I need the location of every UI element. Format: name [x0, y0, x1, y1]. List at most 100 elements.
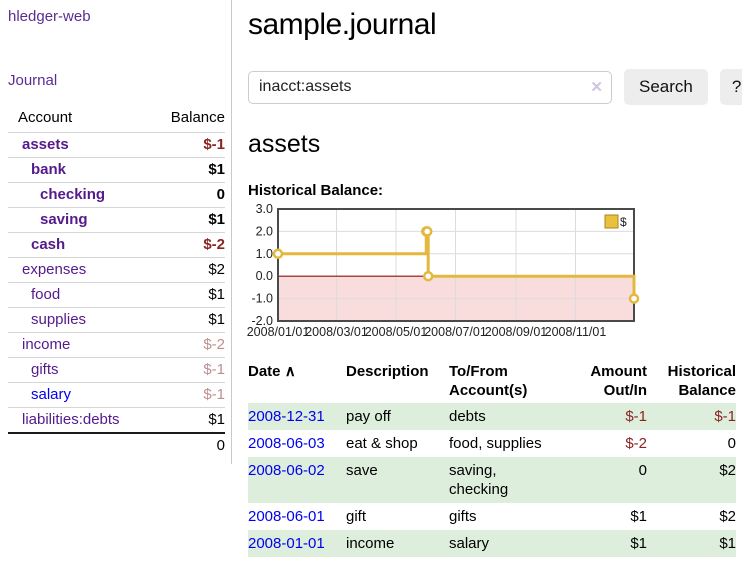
x-axis-tick-label: 2008/09/01 [485, 325, 548, 339]
help-button[interactable]: ? [719, 69, 742, 105]
column-header-description: Description [346, 363, 429, 380]
accounts-tree: Account Balance assets $-1 bank $1 checking 0… [8, 106, 225, 458]
chart-title: Historical Balance: [248, 182, 384, 199]
transaction-balance: $2 [719, 508, 736, 525]
account-row: expenses $2 [8, 257, 225, 282]
transaction-amount: $-2 [625, 435, 647, 452]
x-axis-tick-label: 2008/05/01 [365, 325, 428, 339]
account-row: cash $-2 [8, 232, 225, 257]
table-row: 2008-01-01 income salary $1 $1 [248, 530, 736, 557]
accounts-header-account: Account [18, 109, 73, 126]
account-link[interactable]: supplies [31, 311, 87, 328]
transaction-accounts: debts [449, 408, 486, 425]
transaction-date-link[interactable]: 2008-01-01 [248, 535, 325, 552]
brand-link[interactable]: hledger-web [8, 8, 91, 25]
table-row: 2008-06-03 eat & shop food, supplies $-2 0 [248, 430, 736, 457]
x-axis-tick-label: 2008/07/01 [424, 325, 487, 339]
accounts-total-row: 0 [8, 432, 225, 458]
transaction-accounts: salary [449, 535, 490, 552]
account-row: assets $-1 [8, 132, 225, 157]
account-balance: $1 [208, 311, 225, 328]
table-row: 2008-06-02 save saving, checking 0 $2 [248, 457, 736, 503]
x-axis-tick-label: 2008/01/01 [247, 325, 310, 339]
sidebar-nav: Journal [8, 72, 224, 90]
account-row: income $-2 [8, 332, 225, 357]
column-header-accounts: To/From Account(s) [449, 363, 528, 399]
chart-border [277, 208, 635, 322]
accounts-header: Account Balance [8, 106, 225, 132]
account-balance: $-1 [203, 386, 225, 403]
transaction-date-link[interactable]: 2008-06-02 [248, 462, 325, 479]
balance-chart: $3.0 2.0 1.0 0.0 -1.0 -2.02008/01/012008/03/0… [247, 202, 640, 339]
sidebar: hledger-web Journal Account Balance asse… [0, 0, 232, 464]
search-input[interactable] [248, 70, 612, 104]
transaction-balance: $-1 [714, 408, 736, 425]
app: hledger-web Journal Account Balance asse… [0, 0, 742, 557]
transaction-accounts: gifts [449, 508, 477, 525]
sidebar-item-journal[interactable]: Journal [8, 72, 58, 89]
main-content: sample.journal ✕ Search ? assets Histori… [232, 0, 742, 557]
clear-search-icon[interactable]: ✕ [590, 78, 603, 96]
account-balance: $1 [208, 211, 225, 228]
column-header-date[interactable]: Date ∧ [248, 363, 296, 380]
register-header-row: Date ∧ Description To/From Account(s) Am… [248, 359, 736, 403]
chart-marker [421, 226, 433, 237]
transaction-amount: $1 [630, 535, 647, 552]
legend-swatch [604, 214, 619, 229]
account-link[interactable]: salary [31, 386, 72, 403]
table-row: 2008-12-31 pay off debts $-1 $-1 [248, 403, 736, 430]
register-table: Date ∧ Description To/From Account(s) Am… [248, 359, 736, 557]
y-axis-tick-label: 1.0 [256, 247, 273, 261]
account-balance: 0 [216, 186, 225, 203]
account-row: food $1 [8, 282, 225, 307]
account-heading: assets [248, 130, 321, 158]
y-axis-tick-label: 3.0 [256, 202, 273, 216]
brand: hledger-web [8, 8, 224, 26]
transaction-description: gift [346, 508, 367, 525]
legend-label: $ [620, 215, 627, 229]
account-row: gifts $-1 [8, 357, 225, 382]
transaction-date-link[interactable]: 2008-06-03 [248, 435, 325, 452]
account-link[interactable]: saving [40, 211, 88, 228]
account-link[interactable]: food [31, 286, 61, 303]
account-link[interactable]: liabilities:debts [22, 411, 120, 428]
transaction-description: save [346, 462, 378, 479]
account-link[interactable]: income [22, 336, 71, 353]
transaction-date-link[interactable]: 2008-06-01 [248, 508, 325, 525]
account-row: saving $1 [8, 207, 225, 232]
transaction-date-link[interactable]: 2008-12-31 [248, 408, 325, 425]
transaction-description: income [346, 535, 395, 552]
sort-ascending-icon: ∧ [284, 363, 296, 380]
accounts-rows: assets $-1 bank $1 checking 0 saving $1 cash $-2 e… [8, 132, 225, 432]
chart-marker [628, 293, 640, 304]
account-row: salary $-1 [8, 382, 225, 407]
account-row: checking 0 [8, 182, 225, 207]
column-header-balance: Historical Balance [667, 363, 736, 399]
account-balance: $1 [208, 411, 225, 428]
account-link[interactable]: assets [22, 136, 69, 153]
account-balance: $2 [208, 261, 225, 278]
account-link[interactable]: checking [40, 186, 106, 203]
search-button[interactable]: Search [624, 69, 708, 105]
account-row: bank $1 [8, 157, 225, 182]
column-header-amount: Amount Out/In [590, 363, 647, 399]
page-title: sample.journal [248, 8, 437, 41]
search-input-wrap: ✕ [248, 70, 612, 104]
y-axis-tick-label: -2.0 [251, 314, 273, 328]
account-link[interactable]: cash [31, 236, 66, 253]
transaction-accounts: saving, checking [449, 462, 509, 498]
account-link[interactable]: bank [31, 161, 67, 178]
transaction-description: pay off [346, 408, 391, 425]
chart-marker [422, 270, 434, 282]
transaction-amount: $1 [630, 508, 647, 525]
chart-marker [272, 248, 284, 260]
transaction-accounts: food, supplies [449, 435, 542, 452]
account-row: liabilities:debts $1 [8, 407, 225, 432]
y-axis-tick-label: 0.0 [256, 269, 273, 283]
account-link[interactable]: expenses [22, 261, 87, 278]
y-axis-tick-label: -1.0 [251, 292, 273, 306]
table-row: 2008-06-01 gift gifts $1 $2 [248, 503, 736, 530]
transaction-balance: $2 [719, 462, 736, 479]
account-link[interactable]: gifts [31, 361, 59, 378]
account-row: supplies $1 [8, 307, 225, 332]
